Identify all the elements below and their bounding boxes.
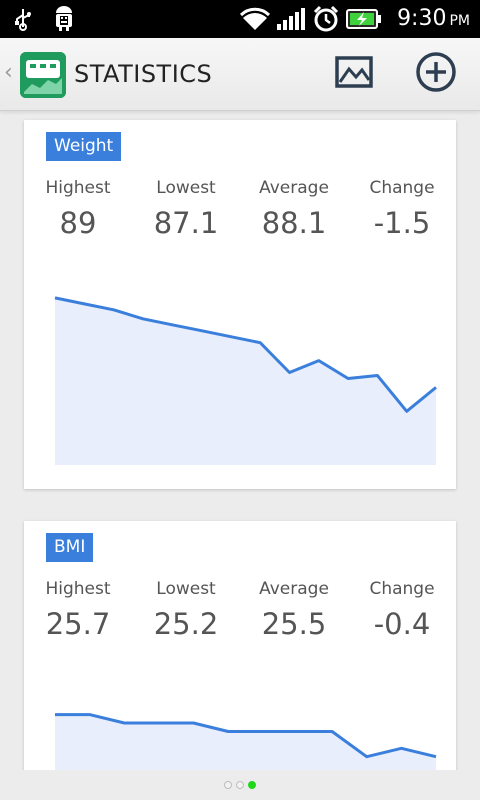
stat-change: Change -1.5 <box>348 178 456 240</box>
chart-area <box>55 714 436 770</box>
statistics-list[interactable]: Weight Highest 89 Lowest 87.1 Average 88… <box>0 111 480 770</box>
stat-value: -1.5 <box>373 206 431 240</box>
status-bar: 9:30 PM <box>0 0 480 38</box>
stat-value: 25.7 <box>45 607 111 641</box>
plus-circle-icon <box>414 50 458 98</box>
stat-label: Average <box>259 579 329 599</box>
stat-label: Change <box>369 178 435 198</box>
battery-charging-icon <box>346 0 382 38</box>
bmi-chart <box>55 713 437 770</box>
add-entry-button[interactable] <box>414 52 458 96</box>
image-chart-icon <box>334 55 374 93</box>
page-indicator <box>0 770 480 800</box>
page-dot[interactable] <box>224 781 232 789</box>
page-dot[interactable] <box>236 781 244 789</box>
time-text: 9:30 <box>397 6 447 31</box>
chart-area <box>55 297 436 465</box>
chart-line <box>55 713 437 759</box>
bmi-card: BMI Highest 25.7 Lowest 25.2 Average 25.… <box>24 521 456 770</box>
chart-line <box>54 296 437 413</box>
stat-average: Average 88.1 <box>240 178 348 240</box>
weight-card: Weight Highest 89 Lowest 87.1 Average 88… <box>24 120 456 489</box>
weight-chart <box>54 296 437 465</box>
action-bar: ‹ STATISTICS <box>0 38 480 111</box>
stat-highest: Highest 89 <box>24 178 132 240</box>
alarm-icon <box>312 0 340 38</box>
stat-lowest: Lowest 25.2 <box>132 579 240 641</box>
status-clock: 9:30 PM <box>397 0 470 38</box>
bmi-tag: BMI <box>46 533 94 562</box>
usb-icon <box>14 0 32 38</box>
stat-label: Lowest <box>156 178 216 198</box>
stat-highest: Highest 25.7 <box>24 579 132 641</box>
page-title: STATISTICS <box>74 60 213 88</box>
stat-label: Change <box>369 579 435 599</box>
stat-average: Average 25.5 <box>240 579 348 641</box>
stat-lowest: Lowest 87.1 <box>132 178 240 240</box>
ampm-text: PM <box>449 13 470 29</box>
stat-value: 87.1 <box>153 206 219 240</box>
stat-label: Highest <box>45 579 111 599</box>
android-debug-icon <box>52 0 76 38</box>
wifi-icon <box>238 0 272 38</box>
stat-value: 88.1 <box>261 206 327 240</box>
page-dot[interactable] <box>248 781 256 789</box>
app-logo[interactable] <box>20 52 66 98</box>
stat-value: 89 <box>59 206 97 240</box>
stat-label: Lowest <box>156 579 216 599</box>
stat-label: Highest <box>45 178 111 198</box>
stat-value: -0.4 <box>373 607 431 641</box>
weight-tag: Weight <box>46 132 122 161</box>
signal-icon <box>276 0 306 38</box>
stat-value: 25.2 <box>153 607 219 641</box>
stat-value: 25.5 <box>261 607 327 641</box>
stat-label: Average <box>259 178 329 198</box>
chevron-left-icon[interactable]: ‹ <box>4 60 13 85</box>
stat-change: Change -0.4 <box>348 579 456 641</box>
chart-view-button[interactable] <box>332 52 376 96</box>
